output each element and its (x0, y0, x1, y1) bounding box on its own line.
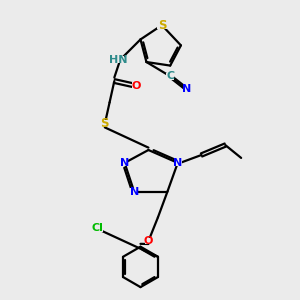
Text: S: S (100, 117, 109, 130)
FancyBboxPatch shape (145, 238, 152, 244)
Text: N: N (120, 158, 129, 168)
FancyBboxPatch shape (183, 86, 191, 93)
Text: O: O (131, 81, 140, 91)
FancyBboxPatch shape (130, 188, 138, 195)
FancyBboxPatch shape (121, 160, 128, 166)
FancyBboxPatch shape (174, 160, 182, 166)
Text: HN: HN (109, 55, 127, 64)
FancyBboxPatch shape (100, 120, 109, 128)
Text: N: N (130, 187, 139, 196)
Text: N: N (182, 84, 191, 94)
Text: O: O (144, 236, 153, 246)
FancyBboxPatch shape (111, 56, 124, 63)
Text: Cl: Cl (92, 223, 103, 233)
Text: S: S (158, 19, 166, 32)
Text: N: N (173, 158, 182, 168)
FancyBboxPatch shape (92, 224, 103, 232)
Text: C: C (166, 71, 174, 81)
FancyBboxPatch shape (157, 21, 167, 29)
FancyBboxPatch shape (166, 73, 174, 80)
FancyBboxPatch shape (132, 82, 140, 89)
